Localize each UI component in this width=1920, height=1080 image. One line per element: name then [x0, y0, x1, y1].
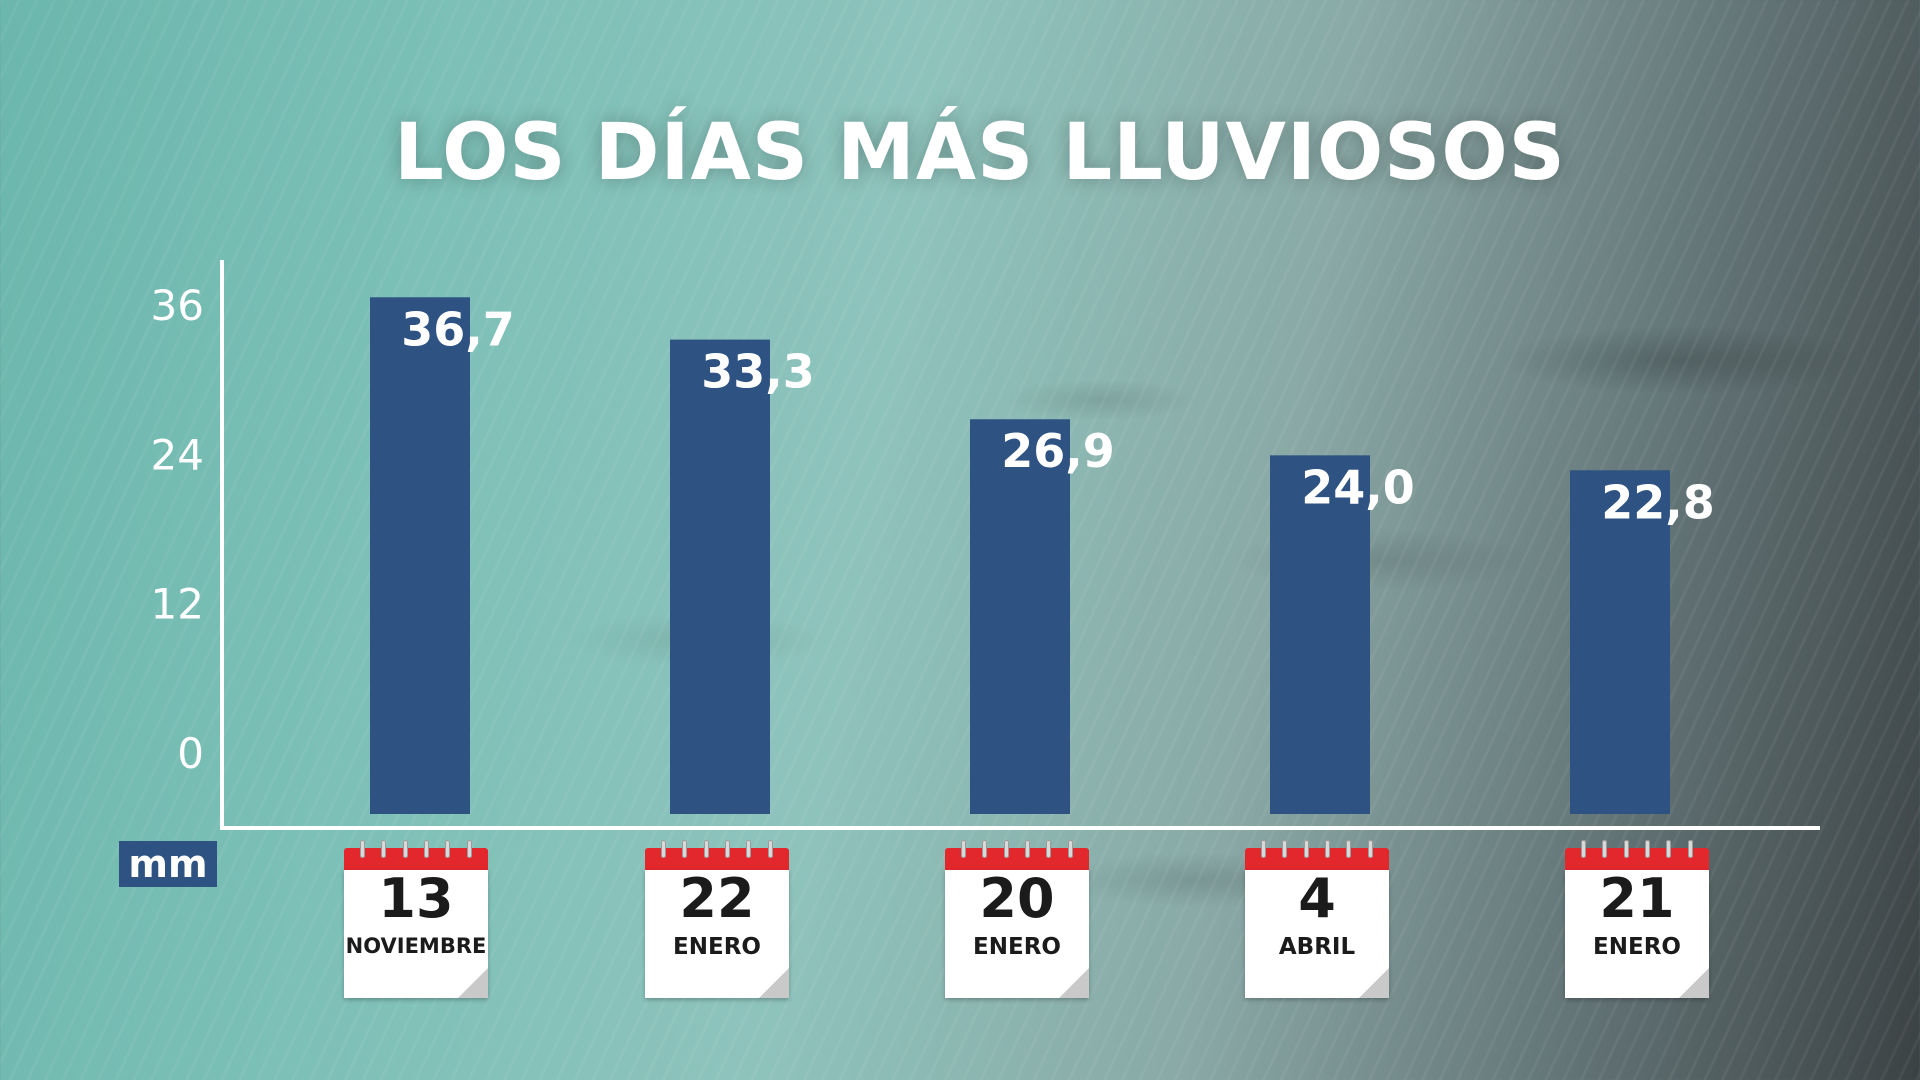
y-tick-label: 12 — [151, 580, 204, 629]
calendar-rings — [645, 840, 789, 858]
calendar-month: ENERO — [1593, 934, 1681, 960]
y-tick-label: 24 — [151, 430, 204, 479]
bar — [1270, 455, 1370, 814]
calendar-page — [1565, 870, 1709, 998]
calendar-header — [1245, 848, 1389, 870]
calendar-day: 22 — [679, 867, 755, 930]
calendar-page — [344, 870, 488, 998]
calendar-card: 20 ENERO — [945, 840, 1089, 998]
chart-title: LOS DÍAS MÁS LLUVIOSOS — [394, 108, 1566, 198]
calendar-page — [945, 870, 1089, 998]
calendar-month: ENERO — [973, 934, 1061, 960]
calendar-card: 21 ENERO — [1565, 840, 1709, 998]
calendar-header — [945, 848, 1089, 870]
calendar-header — [344, 848, 488, 870]
bar-value-label: 22,8 — [1601, 475, 1715, 529]
bar-value-label: 24,0 — [1301, 460, 1415, 514]
bar — [970, 419, 1070, 814]
calendar-card: 22 ENERO — [645, 840, 789, 998]
calendar-card: 13 NOVIEMBRE — [344, 840, 488, 998]
bar-value-label: 26,9 — [1001, 424, 1115, 478]
calendar-rings — [344, 840, 488, 858]
calendar-month: NOVIEMBRE — [345, 934, 487, 958]
bar-value-label: 33,3 — [701, 345, 815, 399]
calendar-page — [645, 870, 789, 998]
calendar-day: 21 — [1599, 867, 1675, 930]
y-tick-label: 36 — [151, 281, 204, 330]
calendar-day: 20 — [979, 867, 1055, 930]
y-tick-label: 0 — [177, 729, 204, 778]
calendar-header — [645, 848, 789, 870]
calendar-page — [1245, 870, 1389, 998]
unit-badge: mm — [119, 841, 217, 887]
bar — [1570, 470, 1670, 814]
calendar-day: 4 — [1298, 867, 1336, 930]
calendar-header — [1565, 848, 1709, 870]
bar — [370, 297, 470, 814]
calendar-month: ENERO — [673, 934, 761, 960]
calendar-month: ABRIL — [1278, 934, 1356, 960]
calendar-rings — [1565, 840, 1709, 858]
calendar-day: 13 — [378, 867, 454, 930]
bar — [670, 339, 770, 814]
bar-value-label: 36,7 — [401, 302, 515, 356]
calendar-rings — [1245, 840, 1389, 858]
calendar-rings — [945, 840, 1089, 858]
calendar-card: 4 ABRIL — [1245, 840, 1389, 998]
